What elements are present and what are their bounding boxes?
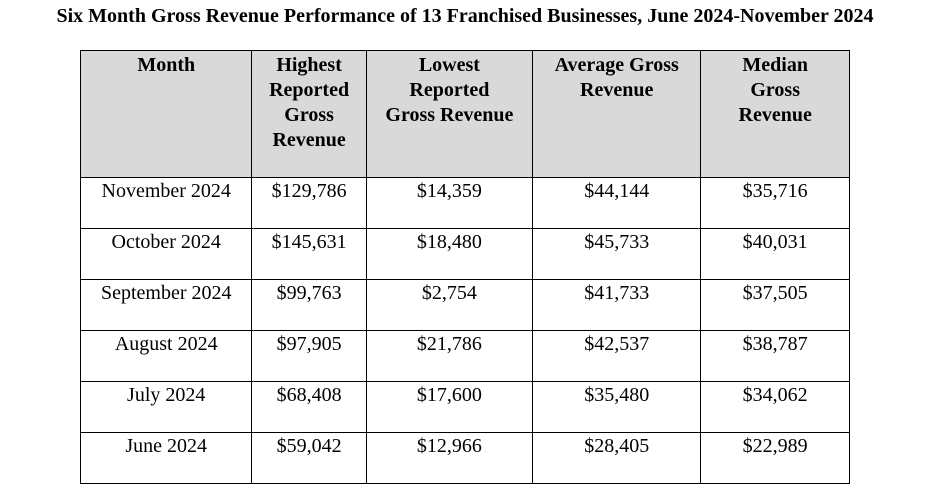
header-line: Median <box>742 54 808 76</box>
cell-highest: $99,763 <box>251 279 367 331</box>
header-line: Highest <box>276 54 342 76</box>
header-lowest-reported-gross-revenue: Lowest Reported Gross Revenue <box>365 50 534 178</box>
cell-highest: $59,042 <box>251 432 367 484</box>
table-row: June 2024 $59,042 $12,966 $28,405 $22,98… <box>79 432 850 484</box>
cell-month: July 2024 <box>79 381 253 433</box>
cell-average: $44,144 <box>532 177 702 229</box>
header-month: Month <box>79 50 253 178</box>
cell-median: $37,505 <box>700 279 850 331</box>
cell-average: $41,733 <box>532 279 702 331</box>
cell-median: $34,062 <box>700 381 850 433</box>
cell-median: $22,989 <box>700 432 850 484</box>
cell-median: $38,787 <box>700 330 850 382</box>
table-row: November 2024 $129,786 $14,359 $44,144 $… <box>79 177 850 229</box>
header-line: Revenue <box>738 104 812 126</box>
cell-lowest: $14,359 <box>365 177 534 229</box>
cell-highest: $129,786 <box>251 177 367 229</box>
document-title: Six Month Gross Revenue Performance of 1… <box>56 5 874 27</box>
revenue-table: Month Highest Reported Gross Revenue Low… <box>79 50 850 484</box>
cell-month: September 2024 <box>79 279 253 331</box>
cell-month: October 2024 <box>79 228 253 280</box>
header-line: Revenue <box>580 79 654 101</box>
header-line: Lowest <box>418 54 480 76</box>
header-line: Reported <box>269 79 350 101</box>
header-line: Gross Revenue <box>385 104 514 126</box>
cell-month: November 2024 <box>79 177 253 229</box>
cell-median: $40,031 <box>700 228 850 280</box>
table-row: September 2024 $99,763 $2,754 $41,733 $3… <box>79 279 850 331</box>
header-line: Reported <box>409 79 490 101</box>
cell-lowest: $17,600 <box>365 381 534 433</box>
cell-lowest: $2,754 <box>365 279 534 331</box>
cell-highest: $97,905 <box>251 330 367 382</box>
table-row: July 2024 $68,408 $17,600 $35,480 $34,06… <box>79 381 850 433</box>
cell-average: $45,733 <box>532 228 702 280</box>
header-line: Gross <box>284 104 334 126</box>
cell-lowest: $21,786 <box>365 330 534 382</box>
table-row: October 2024 $145,631 $18,480 $45,733 $4… <box>79 228 850 280</box>
table-row: August 2024 $97,905 $21,786 $42,537 $38,… <box>79 330 850 382</box>
cell-median: $35,716 <box>700 177 850 229</box>
cell-average: $42,537 <box>532 330 702 382</box>
header-line: Average Gross <box>554 54 679 76</box>
header-median-gross-revenue: Median Gross Revenue <box>700 50 850 178</box>
cell-lowest: $18,480 <box>365 228 534 280</box>
header-line: Gross <box>750 79 800 101</box>
cell-average: $35,480 <box>532 381 702 433</box>
cell-lowest: $12,966 <box>365 432 534 484</box>
header-line: Month <box>137 54 196 76</box>
header-line: Revenue <box>272 129 346 151</box>
header-row: Month Highest Reported Gross Revenue Low… <box>79 50 850 178</box>
header-highest-reported-gross-revenue: Highest Reported Gross Revenue <box>251 50 367 178</box>
cell-month: August 2024 <box>79 330 253 382</box>
cell-highest: $145,631 <box>251 228 367 280</box>
cell-highest: $68,408 <box>251 381 367 433</box>
cell-month: June 2024 <box>79 432 253 484</box>
header-average-gross-revenue: Average Gross Revenue <box>532 50 702 178</box>
cell-average: $28,405 <box>532 432 702 484</box>
